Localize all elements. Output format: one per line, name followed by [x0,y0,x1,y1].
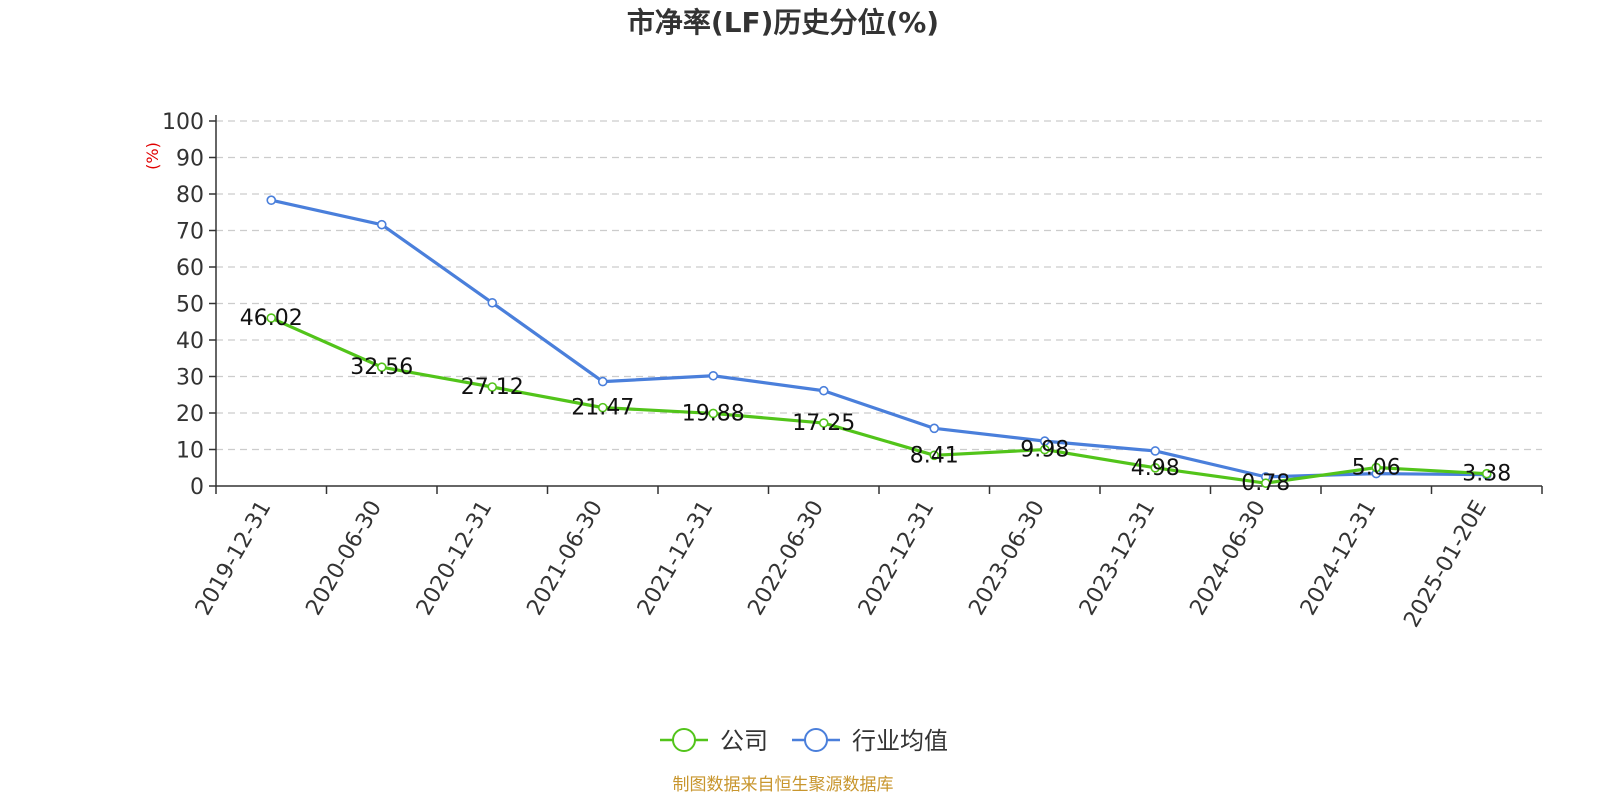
legend-label: 公司 [720,727,768,755]
data-point [376,219,387,230]
y-tick-label: 20 [176,402,204,427]
data-point [818,418,829,428]
y-tick-label: 70 [176,220,204,245]
data-label: 17.25 [792,411,855,436]
legend-marker-icon [804,728,828,752]
data-point [708,370,719,381]
x-tick-label: 2023-12-31 [1075,497,1161,620]
data-point [1150,446,1161,456]
data-label: 4.98 [1131,456,1180,481]
x-tick-label: 2021-12-31 [633,497,719,620]
data-label: 0.78 [1241,471,1290,496]
x-axis: 2019-12-31 2020-06-30 2020-12-31 2021-06-30… [191,485,1543,632]
y-axis: 0 10 20 30 40 50 60 70 80 90 100 [162,110,217,500]
x-tick-label: 2022-06-30 [743,497,829,620]
legend: 公司 行业均值 [660,727,948,755]
data-label: 9.98 [1020,438,1069,463]
x-tick-label: 2020-12-31 [412,497,498,620]
chart-title: 市净率(LF)历史分位(%) [627,6,939,39]
data-point [818,385,829,396]
legend-marker-icon [672,728,696,752]
data-point [708,408,719,419]
y-tick-label: 90 [176,147,204,172]
data-point [487,297,498,308]
x-tick-label: 2024-12-31 [1296,497,1382,620]
data-point [266,195,277,206]
x-tick-label: 2024-06-30 [1185,497,1271,620]
data-point [266,313,277,323]
data-point [1371,462,1382,473]
x-tick-label: 2023-06-30 [964,497,1050,620]
data-point [376,362,387,372]
data-point [929,423,940,434]
plot-area [266,195,1492,488]
data-point [1260,478,1271,488]
data-point [929,450,940,461]
y-tick-label: 80 [176,183,204,208]
data-label: 27.12 [461,375,524,400]
data-point [1150,463,1161,473]
x-tick-label: 2022-12-31 [854,497,940,620]
y-tick-label: 100 [162,110,204,135]
data-point [1039,444,1050,455]
x-tick-label: 2025-01-20E [1399,497,1492,632]
y-tick-label: 50 [176,293,204,318]
grid-lines [216,120,1542,451]
x-tick-label: 2021-06-30 [522,497,608,620]
series-line-公司 [270,316,1487,485]
y-axis-unit: (%) [143,142,162,170]
data-source-note: 制图数据来自恒生聚源数据库 [673,775,894,795]
data-label: 3.38 [1462,462,1511,487]
y-tick-label: 30 [176,366,204,391]
y-tick-label: 40 [176,329,204,354]
data-point [597,376,608,387]
data-label: 46.02 [240,306,303,331]
data-label: 32.56 [350,355,413,380]
x-tick-label: 2020-06-30 [301,497,387,620]
x-tick-label: 2019-12-31 [191,497,277,620]
data-label: 19.88 [682,401,745,426]
legend-label: 行业均值 [852,727,948,755]
data-labels: 46.02 32.56 27.12 21.47 19.88 17.25 8.41 9.98 4.… [240,306,1511,496]
data-point [487,382,498,392]
data-label: 5.06 [1352,456,1401,481]
y-tick-label: 10 [176,439,204,464]
y-tick-label: 60 [176,256,204,281]
data-point [597,402,608,413]
y-tick-label: 0 [190,475,204,500]
data-label: 21.47 [571,396,634,421]
series-line-行业均值 [270,198,1487,479]
data-point [1481,468,1492,479]
data-label: 8.41 [910,443,959,468]
